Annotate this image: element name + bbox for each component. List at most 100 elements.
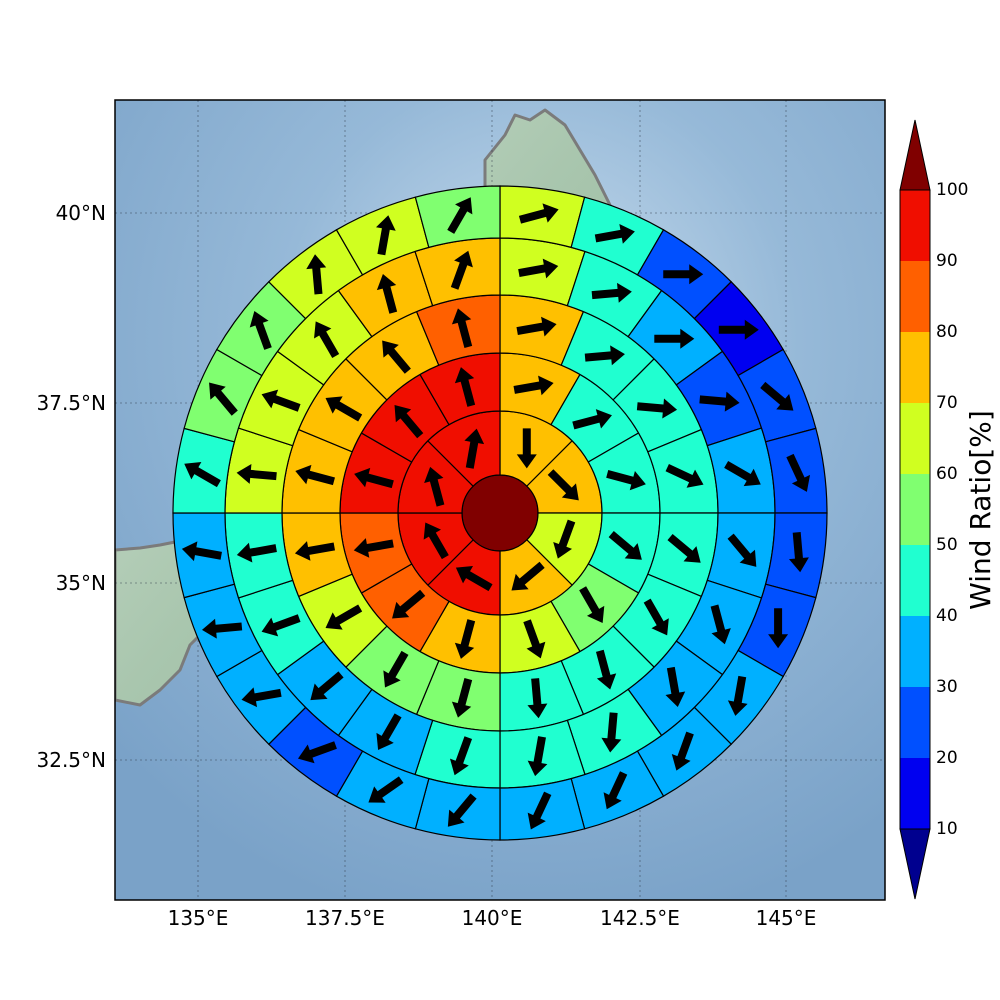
wind-arrow — [447, 793, 477, 827]
colorbar-tick-label: 30 — [936, 677, 958, 697]
wind-arrow — [236, 463, 277, 484]
wind-arrow — [523, 619, 546, 659]
wind-arrow — [584, 345, 625, 366]
wind-arrow — [241, 687, 282, 708]
colorbar-segment — [900, 474, 930, 545]
wind-arrow — [455, 566, 493, 592]
colorbar-segment — [900, 687, 930, 758]
lon-tick-label: 137.5°E — [305, 906, 385, 930]
wind-arrow — [450, 250, 473, 290]
wind-arrow — [595, 649, 617, 690]
wind-arrow — [449, 736, 473, 776]
wind-arrow — [608, 530, 642, 560]
wind-arrow — [423, 522, 449, 560]
colorbar-segment — [900, 403, 930, 474]
wind-arrow — [184, 462, 221, 488]
wind-arrow — [699, 391, 740, 412]
lat-tick-label: 32.5°N — [37, 748, 107, 772]
wind-arrow — [710, 604, 731, 645]
wind-arrow — [353, 538, 394, 558]
wind-arrow — [553, 519, 576, 559]
wind-arrow — [788, 532, 809, 573]
wind-arrow — [368, 776, 404, 803]
lon-tick-label: 140°E — [462, 906, 523, 930]
colorbar-extend-min — [899, 828, 931, 900]
wind-arrow — [454, 619, 476, 659]
wind-arrow — [383, 650, 409, 688]
wind-arrow — [606, 470, 646, 491]
wind-arrow — [354, 467, 394, 489]
wind-arrow — [643, 598, 669, 636]
wind-arrow — [236, 542, 277, 563]
wind-arrow — [261, 614, 301, 637]
wind-arrow — [727, 533, 757, 567]
wind-arrow — [786, 453, 811, 492]
wind-arrow — [454, 367, 476, 407]
lat-tick-label: 37.5°N — [37, 391, 107, 415]
wind-ratio-sectors — [172, 185, 828, 841]
wind-arrow — [513, 375, 554, 396]
colorbar — [899, 119, 931, 900]
latitude-axis: 40°N 37.5°N 35°N 32.5°N — [37, 201, 107, 772]
wind-arrow — [527, 736, 548, 777]
lon-tick-label: 142.5°E — [600, 906, 680, 930]
colorbar-tick-label: 100 — [936, 180, 968, 200]
wind-arrow — [451, 308, 473, 348]
colorbar-segment — [900, 190, 930, 261]
wind-arrow — [601, 712, 622, 753]
wind-arrow — [447, 197, 473, 234]
wind-arrow — [392, 589, 426, 619]
wind-arrow — [667, 533, 701, 563]
colorbar-tick-label: 60 — [936, 464, 958, 484]
wind-arrow — [665, 666, 686, 707]
wind-arrow — [527, 791, 552, 830]
colorbar-tick-label: 40 — [936, 606, 958, 626]
wind-arrow — [376, 274, 398, 314]
wind-arrow — [663, 264, 704, 285]
wind-arrow — [376, 215, 396, 256]
wind-arrow — [306, 254, 327, 295]
wind-arrow — [394, 405, 424, 439]
colorbar-ticks: 10 20 30 40 50 60 70 80 90 100 — [936, 180, 968, 839]
colorbar-tick-label: 50 — [936, 535, 958, 555]
wind-arrow — [181, 541, 222, 562]
wind-arrow — [572, 409, 612, 430]
wind-arrow — [310, 671, 344, 701]
wind-arrow — [325, 396, 363, 422]
wind-arrow — [424, 466, 445, 507]
lon-tick-label: 145°E — [756, 906, 817, 930]
wind-arrow — [295, 464, 335, 486]
wind-arrow — [209, 382, 238, 416]
colorbar-segment — [900, 545, 930, 616]
wind-arrow — [724, 460, 761, 487]
wind-arrow — [760, 381, 794, 411]
colorbar-segment — [900, 332, 930, 403]
colorbar-tick-label: 90 — [936, 251, 958, 271]
wind-arrow — [591, 282, 632, 303]
wind-arrow — [249, 310, 272, 350]
colorbar-tick-label: 10 — [936, 819, 958, 839]
colorbar-segment — [900, 616, 930, 687]
wind-arrow — [297, 741, 337, 764]
wind-arrow — [294, 541, 336, 561]
wind-arrow — [527, 678, 548, 719]
colorbar-tick-label: 80 — [936, 322, 958, 342]
colorbar-title: Wind Ratio[%] — [964, 410, 997, 610]
wind-arrow — [201, 618, 243, 639]
colorbar-segment — [900, 758, 930, 829]
wind-arrow — [654, 328, 695, 349]
colorbar-segment — [900, 261, 930, 332]
wind-arrow — [261, 389, 301, 412]
map-frame — [114, 99, 886, 901]
wind-arrow — [579, 586, 605, 623]
wind-arrow — [518, 203, 559, 224]
wind-arrow — [727, 675, 748, 716]
wind-arrow — [594, 224, 635, 244]
wind-arrow — [382, 340, 411, 374]
wind-arrow — [511, 561, 545, 591]
wind-arrow — [516, 316, 557, 337]
lat-tick-label: 40°N — [56, 201, 106, 225]
lon-tick-label: 135°E — [168, 906, 229, 930]
wind-arrow — [547, 469, 579, 501]
